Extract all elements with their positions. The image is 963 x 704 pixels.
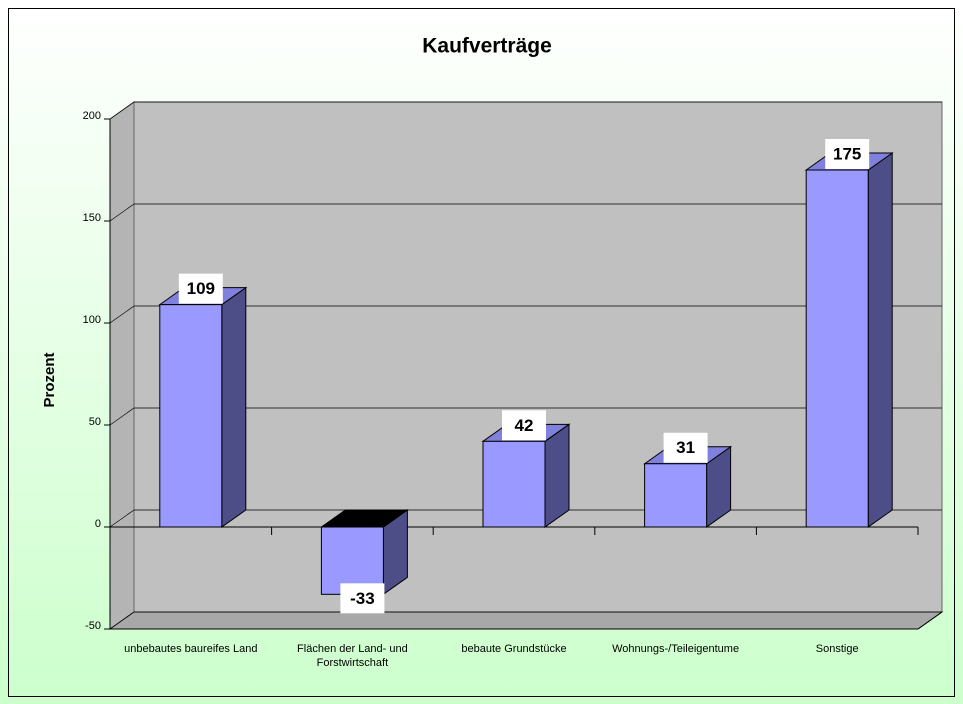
grid-line	[109, 305, 135, 324]
value-label-box	[825, 139, 870, 169]
value-label: 42	[515, 416, 534, 435]
grid-line	[109, 509, 135, 528]
floor-edge	[917, 611, 943, 630]
y-tick-label: 50	[89, 416, 101, 428]
value-label-box	[502, 410, 546, 441]
y-tick-label: 150	[83, 212, 101, 224]
bar-side	[867, 152, 893, 528]
y-tick-label: -50	[85, 620, 101, 632]
value-label-box	[663, 432, 708, 463]
value-label: 31	[676, 438, 695, 457]
bar	[644, 463, 708, 528]
grid-line	[109, 101, 135, 120]
x-tick-label: Flächen der Land- und Forstwirtschaft	[297, 643, 408, 669]
bar	[320, 526, 384, 595]
bar	[805, 169, 869, 528]
chart-border	[8, 8, 955, 697]
grid-line	[109, 407, 135, 426]
bar-side	[544, 423, 570, 528]
value-label: 109	[187, 279, 215, 298]
bar	[159, 304, 223, 528]
x-tick-label: Sonstige	[815, 643, 859, 655]
value-label-box	[340, 583, 385, 614]
x-tick-label: unbebautes baureifes Land	[124, 643, 258, 655]
value-label: -33	[350, 589, 375, 608]
x-tick-label: Wohnungs-/Teileigentume	[612, 643, 740, 655]
bar	[482, 440, 546, 528]
x-tick-label: bebaute Grundstücke	[461, 643, 567, 655]
chart-title: Kaufverträge	[422, 35, 552, 58]
bar-side	[221, 286, 247, 528]
grid-line	[109, 203, 135, 222]
left-wall	[109, 101, 135, 630]
value-label-box	[178, 273, 223, 304]
y-tick-label: 100	[83, 314, 101, 326]
y-tick-label: 0	[95, 518, 101, 530]
y-axis-label: Prozent	[41, 352, 58, 407]
floor	[108, 611, 944, 630]
grid-line	[109, 611, 135, 630]
value-label: 175	[833, 144, 861, 163]
y-tick-label: 200	[83, 110, 101, 122]
